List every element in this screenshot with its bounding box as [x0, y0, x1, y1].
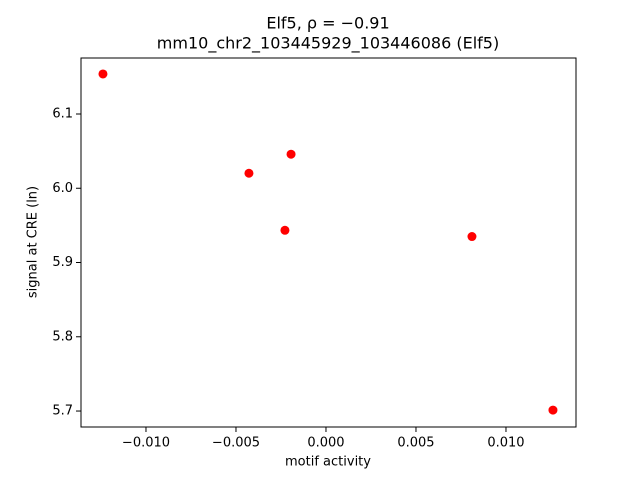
x-axis-label: motif activity: [285, 455, 371, 470]
point: [98, 69, 108, 79]
chart-title: Elf5, ρ = −0.91: [266, 14, 389, 33]
y-tick-label: 6.0: [52, 181, 73, 196]
y-tick-label: 5.9: [52, 255, 73, 270]
x-tick-label: 0.000: [307, 436, 344, 451]
y-tick-label: 5.8: [52, 329, 73, 344]
x-tick-label: 0.005: [397, 436, 434, 451]
y-axis-label: signal at CRE (ln): [26, 186, 41, 298]
point: [548, 405, 558, 415]
point: [244, 168, 254, 178]
axes-frame: [80, 57, 577, 428]
point: [467, 232, 477, 242]
x-tick-label: 0.010: [487, 436, 524, 451]
x-tick-label: −0.010: [122, 436, 170, 451]
y-tick-label: 6.1: [52, 106, 73, 121]
chart-subtitle: mm10_chr2_103445929_103446086 (Elf5): [157, 34, 499, 54]
y-tick-label: 5.7: [52, 404, 73, 419]
point: [280, 225, 290, 235]
point: [286, 149, 296, 159]
x-tick-label: −0.005: [212, 436, 260, 451]
